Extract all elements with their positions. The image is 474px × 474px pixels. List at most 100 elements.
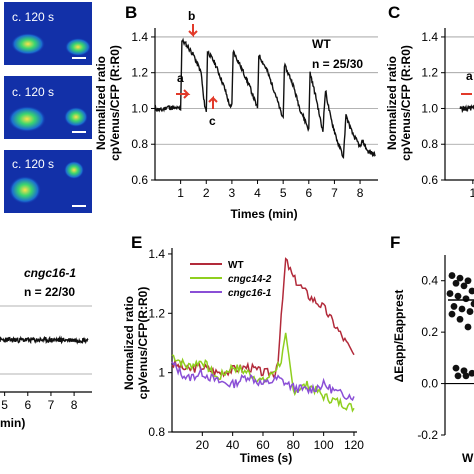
image-panel-2: c. 120 s bbox=[4, 76, 92, 139]
image-time-label: c. 120 s bbox=[12, 157, 54, 171]
panel-c-x-ticks: 1 bbox=[469, 180, 474, 200]
legend-label: WT bbox=[228, 260, 244, 271]
panel-e-x-ticks: 20 40 60 80 100 120 bbox=[196, 432, 364, 452]
panel-d-x-ticks: 5 6 7 8 bbox=[1, 392, 78, 412]
series-line-cngc14-2 bbox=[171, 332, 355, 413]
data-point bbox=[448, 272, 456, 279]
x-tick-label: 1 bbox=[177, 186, 184, 200]
x-tick-label: 8 bbox=[71, 398, 78, 412]
pollen-tube-cell bbox=[8, 106, 46, 132]
panel-c-y-ticks: 0.6 0.8 1.0 1.2 1.4 bbox=[421, 30, 445, 187]
image-panel-3: c. 120 s bbox=[4, 150, 92, 213]
legend-label: cngc14-2 bbox=[228, 274, 272, 285]
data-point bbox=[460, 367, 468, 375]
panel-c-marker-a: a bbox=[466, 69, 473, 83]
data-point bbox=[458, 305, 466, 313]
y-tick-label: 1.0 bbox=[131, 101, 148, 115]
data-point bbox=[448, 310, 456, 318]
data-point bbox=[464, 323, 472, 331]
arrow-a-icon bbox=[176, 89, 191, 99]
panel-letter-c: C bbox=[388, 3, 400, 22]
panel-c-grid bbox=[445, 36, 474, 145]
x-tick-label: 5 bbox=[280, 186, 287, 200]
pollen-tube-cell bbox=[64, 107, 88, 127]
y-tick-label: 0.6 bbox=[421, 173, 438, 187]
panel-e-legend: WT cngc14-2 cngc16-1 bbox=[190, 260, 272, 299]
legend-label: cngc16-1 bbox=[228, 288, 272, 299]
x-tick-label: 1 bbox=[469, 186, 474, 200]
data-point bbox=[468, 369, 474, 377]
data-point bbox=[460, 282, 468, 290]
panel-d-genotype: cngc16-1 bbox=[24, 266, 76, 280]
panel-f-points bbox=[446, 272, 474, 380]
panel-d-x-label: min) bbox=[0, 416, 25, 430]
x-tick-label: 100 bbox=[314, 438, 334, 452]
data-point bbox=[456, 274, 464, 282]
pollen-tube-cell bbox=[64, 161, 84, 179]
panel-c-y-label-line2: cpVenus/CFP (R:R0) bbox=[399, 45, 413, 161]
data-point bbox=[468, 287, 474, 295]
panel-f-y-ticks: -0.2 0.0 0.2 0.4 bbox=[417, 274, 474, 442]
series-line-WT bbox=[171, 257, 355, 378]
panel-b-arrows bbox=[176, 24, 218, 109]
panel-letter-b: B bbox=[125, 3, 137, 22]
x-tick-label: 7 bbox=[48, 398, 55, 412]
y-tick-label: 0.0 bbox=[421, 377, 438, 391]
y-tick-label: 1.4 bbox=[148, 247, 165, 261]
y-tick-label: 0.4 bbox=[421, 274, 438, 288]
x-tick-label: 20 bbox=[196, 438, 210, 452]
panel-letter-e: E bbox=[131, 233, 142, 252]
y-tick-label: 1.2 bbox=[131, 66, 148, 80]
x-tick-label: 2 bbox=[203, 186, 210, 200]
data-point bbox=[452, 279, 460, 287]
x-tick-label: 5 bbox=[1, 398, 8, 412]
y-tick-label: 0.6 bbox=[131, 173, 148, 187]
x-tick-label: 7 bbox=[331, 186, 338, 200]
y-tick-label: 1.4 bbox=[421, 30, 438, 44]
data-point bbox=[464, 277, 472, 285]
panel-b-grid bbox=[155, 36, 378, 145]
data-point bbox=[454, 372, 462, 380]
panel-b-trace bbox=[154, 37, 376, 160]
y-tick-label: 1.4 bbox=[131, 30, 148, 44]
panel-e-y-label-line1: Normalized ratio bbox=[122, 296, 136, 390]
x-tick-label: 6 bbox=[24, 398, 31, 412]
panel-d-trace bbox=[0, 335, 89, 345]
panel-f: F -0.2 0.0 0.2 0.4 ΔEapp/Eapprest W bbox=[390, 233, 474, 465]
panel-b-y-label-line2: cpVenus/CFP (R:R0) bbox=[108, 45, 122, 161]
panel-c-y-label-line1: Normalized ratio bbox=[385, 56, 399, 150]
y-tick-label: 0.2 bbox=[421, 325, 438, 339]
panel-b-axes bbox=[154, 28, 378, 181]
marker-b: b bbox=[188, 9, 195, 23]
marker-a: a bbox=[177, 71, 184, 85]
panel-b-x-ticks: 1 2 3 4 5 6 7 8 bbox=[177, 180, 364, 200]
panel-e-traces bbox=[171, 257, 355, 413]
panel-e-y-ticks: 0.8 1 1.2 1.4 bbox=[148, 247, 172, 439]
data-point bbox=[456, 315, 464, 323]
y-tick-label: 1.0 bbox=[421, 101, 438, 115]
panel-f-x-tick: W bbox=[462, 451, 474, 465]
image-panel-1: c. 120 s bbox=[4, 2, 92, 65]
image-time-label: c. 120 s bbox=[12, 10, 54, 24]
y-tick-label: 1 bbox=[158, 366, 165, 380]
arrow-b-icon bbox=[188, 24, 198, 38]
data-point bbox=[452, 364, 460, 372]
panel-d: cngc16-1 n = 22/30 5 6 7 8 min) bbox=[0, 266, 92, 430]
panel-e-y-label-line2: cpVenus/CFP(R:R0) bbox=[136, 287, 150, 400]
data-point bbox=[446, 290, 454, 297]
x-tick-label: 40 bbox=[226, 438, 240, 452]
panel-b-y-label-line1: Normalized ratio bbox=[94, 56, 108, 150]
panel-b: B 0.6 0.8 1.0 1.2 1.4 1 2 3 4 5 6 7 8 a b c WT n = … bbox=[94, 3, 378, 221]
panel-b-n: n = 25/30 bbox=[312, 57, 363, 71]
pollen-tube-cell bbox=[65, 38, 91, 56]
data-point bbox=[462, 372, 470, 380]
panel-c: C 0.6 0.8 1.0 1.2 1.4 1 a Normalized ratio c… bbox=[385, 3, 474, 200]
x-tick-label: 80 bbox=[287, 438, 301, 452]
marker-c: c bbox=[209, 114, 216, 128]
arrow-c-icon bbox=[208, 95, 218, 109]
x-tick-label: 8 bbox=[357, 186, 364, 200]
y-tick-label: 0.8 bbox=[148, 425, 165, 439]
x-tick-label: 4 bbox=[254, 186, 261, 200]
panel-c-axes bbox=[444, 28, 474, 181]
x-tick-label: 3 bbox=[229, 186, 236, 200]
